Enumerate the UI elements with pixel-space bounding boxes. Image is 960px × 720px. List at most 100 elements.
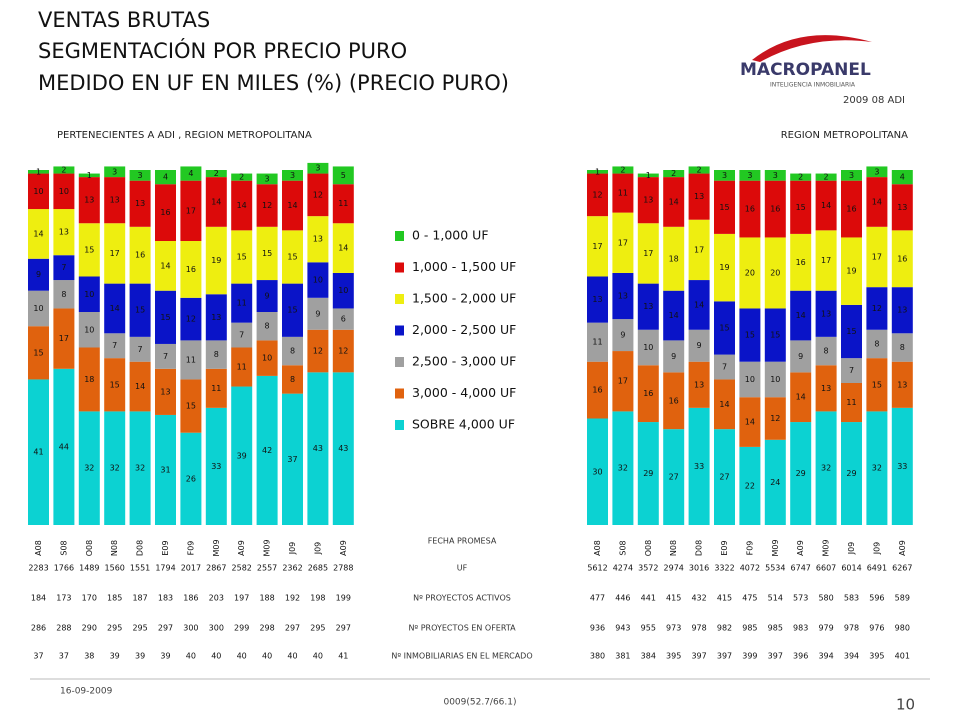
data-label: 24 xyxy=(770,478,780,487)
bar-segment xyxy=(739,446,761,525)
table-cell: 396 xyxy=(793,652,808,661)
data-label: 15 xyxy=(287,306,297,315)
bar-segment xyxy=(714,354,735,380)
bar-segment xyxy=(663,226,685,291)
x-tick-label: A09 xyxy=(796,540,805,556)
bar-segment xyxy=(256,375,278,525)
table-cell: 415 xyxy=(717,594,732,603)
legend-label: 1,500 - 2,000 UF xyxy=(412,291,516,306)
bar-segment xyxy=(104,411,126,525)
data-label: 17 xyxy=(821,256,831,265)
table-cell: 5612 xyxy=(587,564,607,573)
table-cell: 39 xyxy=(110,652,120,661)
table-cell: 596 xyxy=(869,594,884,603)
data-label: 7 xyxy=(849,366,854,375)
table-cell: 979 xyxy=(818,624,833,633)
table-cell: 4274 xyxy=(613,564,633,573)
data-label: 19 xyxy=(846,267,856,276)
data-label: 33 xyxy=(694,462,704,471)
data-label: 14 xyxy=(872,197,882,206)
data-label: 4 xyxy=(188,169,193,178)
table-cell: 2557 xyxy=(257,564,277,573)
data-label: 4 xyxy=(163,173,168,182)
data-label: 1 xyxy=(36,167,41,176)
data-label: 14 xyxy=(287,201,297,210)
data-label: 9 xyxy=(315,309,320,318)
bar-segment xyxy=(815,173,837,181)
x-tick-label: N08 xyxy=(110,540,119,556)
data-label: 10 xyxy=(770,375,780,384)
data-label: 3 xyxy=(722,171,727,180)
bar-segment xyxy=(891,170,913,185)
bar-segment xyxy=(256,312,278,341)
bar-segment xyxy=(205,294,227,341)
bar-segment xyxy=(282,230,303,284)
chart-title: PERTENECIENTES A ADI , REGION METROPOLIT… xyxy=(57,130,312,141)
data-label: 7 xyxy=(163,352,168,361)
data-label: 14 xyxy=(745,418,755,427)
data-label: 1 xyxy=(646,171,651,180)
bar-segment xyxy=(841,358,862,383)
bar-segment xyxy=(282,283,303,337)
x-tick-label: S08 xyxy=(59,540,68,555)
data-label: 15 xyxy=(796,203,806,212)
x-tick-label: A08 xyxy=(593,540,602,556)
data-label: 2 xyxy=(824,173,829,182)
table-cell: 170 xyxy=(82,594,97,603)
bar-segment xyxy=(790,290,812,341)
data-label: 7 xyxy=(138,345,143,354)
data-label: 8 xyxy=(290,347,295,356)
table-cell: 399 xyxy=(742,652,757,661)
bar-segment xyxy=(78,347,100,412)
bar-segment xyxy=(815,336,837,366)
data-label: 7 xyxy=(112,341,117,350)
data-label: 27 xyxy=(719,473,729,482)
bar-segment xyxy=(866,177,888,227)
bar-segment xyxy=(155,241,176,291)
data-label: 17 xyxy=(186,206,196,215)
bar-segment xyxy=(282,393,303,525)
table-cell: 580 xyxy=(818,594,833,603)
legend-swatch xyxy=(395,420,404,430)
table-cell: 286 xyxy=(31,624,46,633)
bar-segment xyxy=(891,230,913,288)
bar-segment xyxy=(815,411,837,525)
bar-segment xyxy=(688,219,710,281)
bar-segment xyxy=(612,411,634,525)
bar-segment xyxy=(739,361,761,398)
bar-segment xyxy=(78,312,100,348)
bar-segment xyxy=(307,329,329,373)
data-label: 30 xyxy=(592,467,602,476)
bar-segment xyxy=(231,230,253,284)
data-label: 39 xyxy=(237,451,247,460)
bar-segment xyxy=(714,429,735,525)
table-cell: 40 xyxy=(287,652,297,661)
bar-segment xyxy=(205,368,227,408)
logo: MACROPANEL xyxy=(740,60,871,80)
period: 2009 08 ADI xyxy=(843,95,905,106)
x-tick-label: N08 xyxy=(669,540,678,556)
bar-segment xyxy=(155,368,176,415)
data-label: 16 xyxy=(643,389,653,398)
data-label: 15 xyxy=(745,331,755,340)
bar-segment xyxy=(866,411,888,525)
table-cell: 415 xyxy=(666,594,681,603)
bar-segment xyxy=(815,290,837,337)
data-label: 10 xyxy=(745,375,755,384)
table-cell: 976 xyxy=(869,624,884,633)
data-label: 7 xyxy=(239,331,244,340)
data-label: 2 xyxy=(697,166,702,175)
bar-segment xyxy=(637,177,659,224)
bar-segment xyxy=(866,287,888,330)
bar-segment xyxy=(688,173,710,220)
bar-segment xyxy=(790,173,812,181)
bar-segment xyxy=(307,173,329,217)
data-label: 13 xyxy=(618,292,628,301)
table-cell: 6747 xyxy=(791,564,811,573)
bar-segment xyxy=(256,340,278,376)
bar-segment xyxy=(53,209,75,256)
table-cell: 184 xyxy=(31,594,46,603)
data-label: 13 xyxy=(59,228,69,237)
data-label: 11 xyxy=(186,355,196,364)
